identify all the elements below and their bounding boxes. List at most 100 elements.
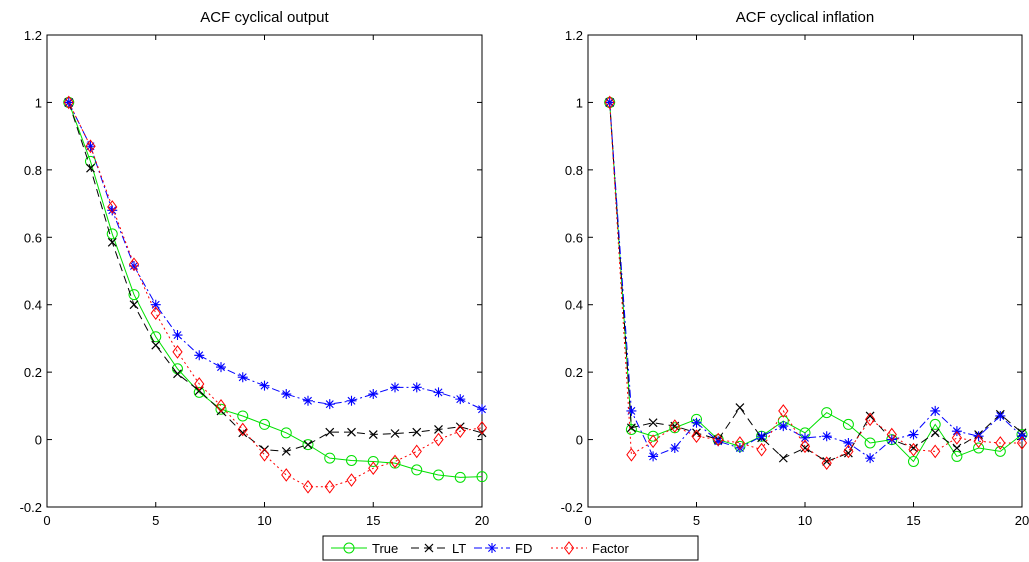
series-factor	[63, 95, 488, 494]
y-tick-label: 1	[35, 95, 42, 110]
data-point-fd	[259, 380, 270, 391]
legend-entry-lt: LT	[411, 541, 466, 556]
y-tick-label: 0	[576, 433, 583, 448]
legend: True LT FD Factor	[322, 535, 699, 561]
data-point-fd	[303, 395, 313, 406]
x-tick-label: 10	[257, 513, 271, 528]
data-point-fd	[172, 330, 183, 341]
series-lt	[64, 98, 487, 456]
data-point-factor	[908, 442, 919, 457]
data-point-true	[106, 228, 118, 240]
data-point-true	[237, 410, 249, 422]
data-point-factor	[843, 444, 854, 459]
data-point-fd	[930, 405, 941, 416]
data-point-factor	[215, 399, 227, 413]
y-tick-label: 0.4	[565, 298, 583, 313]
x-tick-label: 15	[906, 513, 920, 528]
data-point-factor	[886, 427, 897, 442]
data-point-lt	[347, 427, 356, 437]
data-point-factor	[864, 412, 876, 427]
data-point-lt	[843, 448, 853, 458]
data-point-fd	[455, 394, 466, 405]
data-point-fd	[107, 205, 118, 216]
data-point-lt	[281, 446, 291, 456]
data-point-lt	[800, 443, 810, 453]
data-point-lt	[129, 300, 139, 310]
data-point-factor	[63, 95, 74, 110]
data-point-fd	[626, 405, 637, 416]
data-point-fd	[800, 432, 810, 443]
data-point-true	[411, 464, 423, 476]
series-line-factor	[609, 102, 1022, 464]
data-point-fd	[237, 372, 248, 383]
data-point-true	[128, 289, 140, 301]
data-point-factor	[455, 424, 466, 438]
data-point-factor	[995, 436, 1006, 450]
data-point-factor	[669, 419, 680, 433]
legend-marker-lt	[424, 543, 434, 553]
series-line-fd	[609, 102, 1023, 459]
data-point-factor	[346, 473, 357, 487]
data-point-fd	[648, 451, 659, 462]
data-point-fd	[411, 382, 422, 393]
series-line-true	[68, 102, 483, 478]
data-point-factor	[368, 461, 379, 476]
series-line-true	[609, 102, 1023, 463]
y-tick-label: 1	[576, 95, 583, 110]
data-point-factor	[150, 306, 161, 320]
data-point-true	[842, 418, 854, 430]
data-point-true	[215, 403, 227, 415]
legend-box	[322, 535, 699, 561]
data-point-fd	[843, 437, 854, 448]
legend-label: LT	[452, 541, 466, 556]
data-point-factor	[281, 468, 292, 482]
data-point-true	[973, 442, 985, 454]
data-point-lt	[952, 443, 962, 453]
data-point-fd	[390, 382, 400, 393]
data-point-fd	[865, 453, 876, 464]
data-point-factor	[756, 442, 767, 457]
legend-entry-fd: FD	[474, 541, 532, 556]
series-true	[604, 96, 1028, 467]
x-tick-label: 0	[43, 513, 50, 528]
data-point-lt	[909, 443, 918, 453]
data-point-lt	[107, 237, 117, 247]
data-point-factor	[734, 436, 746, 450]
data-point-lt	[822, 457, 832, 466]
data-point-true	[476, 471, 488, 483]
data-point-factor	[85, 139, 96, 154]
data-point-fd	[669, 443, 680, 453]
data-point-fd	[216, 362, 226, 373]
legend-label: FD	[515, 541, 532, 556]
x-tick-label: 5	[152, 513, 159, 528]
data-point-true	[951, 450, 963, 462]
data-point-fd	[85, 141, 96, 152]
data-point-lt	[626, 423, 636, 433]
data-point-fd	[821, 431, 832, 442]
data-point-lt	[648, 418, 658, 428]
x-tick-label: 10	[798, 513, 812, 528]
data-point-fd	[477, 404, 487, 415]
data-point-true	[647, 430, 659, 442]
data-point-fd	[995, 410, 1006, 421]
x-tick-label: 0	[584, 513, 591, 528]
chart-title: ACF cyclical inflation	[736, 9, 874, 26]
data-point-lt	[325, 427, 335, 437]
data-point-fd	[886, 434, 897, 445]
data-point-fd	[129, 260, 139, 271]
data-point-true	[454, 471, 466, 483]
legend-entry-factor: Factor	[551, 541, 630, 556]
data-point-true	[193, 386, 205, 398]
data-point-fd	[756, 431, 767, 442]
series-line-lt	[68, 102, 483, 452]
data-point-factor	[604, 95, 615, 110]
data-point-factor	[194, 377, 205, 391]
data-point-factor	[778, 404, 789, 418]
data-point-true	[625, 423, 637, 435]
data-point-true	[259, 418, 270, 430]
data-point-factor	[713, 432, 724, 447]
data-point-lt	[930, 428, 940, 438]
data-point-true	[367, 455, 379, 467]
series-fd	[604, 97, 1027, 464]
